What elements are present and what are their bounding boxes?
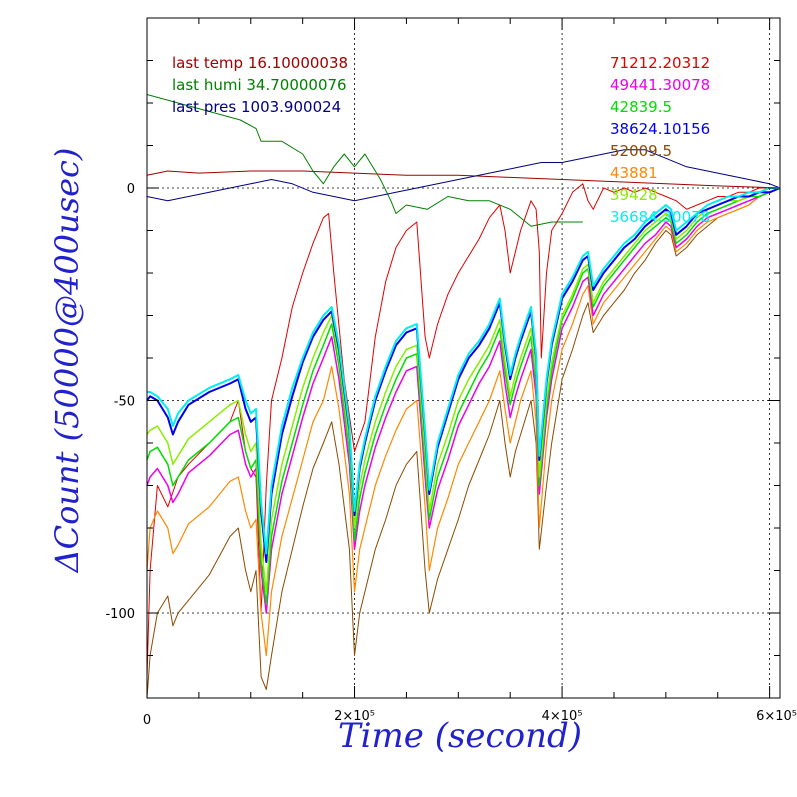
value-legend: 71212.20312 49441.30078 42839.5 38624.10156… bbox=[610, 54, 710, 226]
value-legend-entry: 42839.5 bbox=[610, 98, 672, 116]
x-tick-label: 6×10⁵ bbox=[756, 709, 797, 724]
y-axis-title: ΔCount (50000@400usec) bbox=[48, 148, 86, 575]
series-line-3 bbox=[146, 183, 780, 677]
x-tick-label: 0 bbox=[143, 713, 151, 728]
x-tick-label: 2×10⁵ bbox=[334, 709, 375, 724]
env-legend-entry: last humi 34.70000076 bbox=[172, 76, 347, 94]
series-line-0 bbox=[146, 170, 781, 189]
value-legend-entry: 52009.5 bbox=[610, 142, 672, 160]
y-tick-label: -100 bbox=[105, 607, 135, 622]
series-line-4 bbox=[146, 187, 781, 699]
value-legend-entry: 49441.30078 bbox=[610, 76, 710, 94]
value-legend-entry: 71212.20312 bbox=[610, 54, 710, 72]
series-line-1 bbox=[146, 94, 583, 227]
series-line-7 bbox=[146, 187, 781, 606]
y-tick-label: -50 bbox=[114, 395, 135, 410]
value-legend-entry: 36684.30078 bbox=[610, 208, 710, 226]
env-legend-entry: last pres 1003.900024 bbox=[172, 98, 341, 116]
environment-legend: last temp 16.10000038 last humi 34.700000… bbox=[172, 54, 348, 116]
series-line-2 bbox=[146, 149, 781, 202]
series-line-8 bbox=[146, 187, 781, 593]
series-lines bbox=[146, 94, 781, 699]
series-line-5 bbox=[146, 187, 781, 657]
x-axis-title: Time (second) bbox=[338, 716, 582, 756]
x-tick-label: 4×10⁵ bbox=[542, 709, 583, 724]
value-legend-entry: 38624.10156 bbox=[610, 120, 710, 138]
axis-ticks: 0 2×10⁵ 4×10⁵ 6×10⁵ 0 -50 -100 bbox=[105, 17, 797, 728]
y-tick-label: 0 bbox=[127, 182, 135, 197]
value-legend-entry: 43881 bbox=[610, 164, 658, 182]
env-legend-entry: last temp 16.10000038 bbox=[172, 54, 348, 72]
series-line-10 bbox=[147, 187, 780, 555]
value-legend-entry: 39428 bbox=[610, 186, 658, 204]
